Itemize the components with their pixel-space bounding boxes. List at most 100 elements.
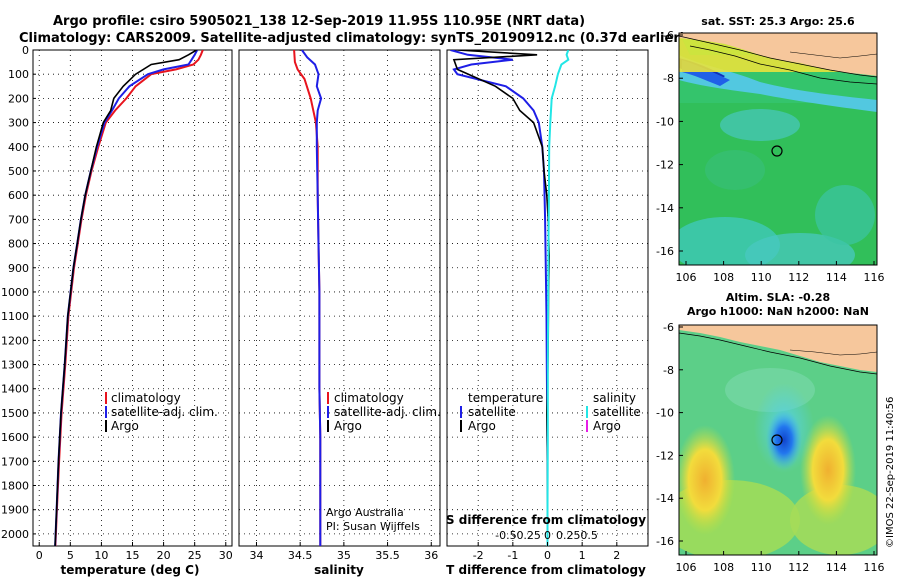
x-tick-label: 25 — [188, 549, 202, 562]
legend-title-salinity: salinity — [593, 391, 636, 405]
temperature-grid — [33, 49, 232, 546]
legend-label-t-argo: Argo — [468, 419, 496, 433]
x-tick-label: 10 — [94, 549, 108, 562]
salinity-plot-frame — [238, 49, 441, 547]
legend-label-climatology: climatology — [334, 391, 404, 405]
credit-line-1: Argo Australia — [326, 506, 404, 519]
sst-map-title: sat. SST: 25.3 Argo: 25.6 — [701, 15, 855, 28]
depth-axis-labels: 0 100 200 300 400 500 600 700 800 900 1000 1100 1200… — [1, 44, 36, 541]
salinity-legend: climatology satellite-adj. clim. Argo Ar… — [326, 391, 441, 533]
depth-tick-label: 0 — [22, 44, 29, 57]
x-tick-label: -1 — [507, 549, 518, 562]
depth-tick-label: 800 — [8, 238, 29, 251]
depth-tick-label: 1400 — [1, 383, 29, 396]
salinity-diff-x-ticks: -0.5-0.25 0 0.25 0.5 — [495, 529, 598, 542]
depth-tick-label: 200 — [8, 92, 29, 105]
t-difference-axis-label: T difference from climatology — [446, 563, 646, 577]
salinity-x-ticks: 34 34.5 35 35.5 36 — [249, 542, 438, 562]
temperature-x-ticks: 0 5 10 15 20 25 30 — [36, 542, 233, 562]
salinity-grid — [239, 49, 440, 546]
depth-tick-label: 1100 — [1, 310, 29, 323]
difference-lines — [450, 50, 570, 546]
lon-tick-label: 112 — [788, 271, 809, 284]
depth-tick-label: 400 — [8, 141, 29, 154]
s-diff-tick-label: 0.5 — [580, 529, 598, 542]
sla-map-lon-ticks: 106 108 110 112 114 116 — [676, 551, 885, 574]
lon-tick-label: 108 — [713, 561, 734, 574]
s-diff-tick-label: 0.25 — [556, 529, 581, 542]
sla-map-frame — [678, 324, 878, 556]
x-tick-label: 20 — [157, 549, 171, 562]
x-tick-label: 1 — [579, 549, 586, 562]
lon-tick-label: 106 — [676, 561, 697, 574]
lon-tick-label: 116 — [864, 561, 885, 574]
x-tick-label: 36 — [424, 549, 438, 562]
series-line-s-satellite — [546, 50, 570, 546]
x-tick-label: 0 — [36, 549, 43, 562]
difference-legend: temperature satellite Argo salinity sate… — [460, 391, 641, 433]
temperature-lines — [54, 50, 204, 546]
legend-label-t-satellite: satellite — [468, 405, 516, 419]
x-tick-label: 0 — [544, 549, 551, 562]
depth-tick-label: 500 — [8, 165, 29, 178]
depth-tick-label: 600 — [8, 189, 29, 202]
x-tick-label: 34 — [249, 549, 263, 562]
depth-tick-label: 1300 — [1, 359, 29, 372]
s-difference-axis-label: S difference from climatology — [446, 513, 646, 527]
x-tick-label: 30 — [219, 549, 233, 562]
lat-tick-label: -8 — [663, 364, 674, 377]
sst-map-lat-ticks: -6 -8 -10 -12 -14 -16 — [656, 29, 683, 258]
depth-tick-label: 1600 — [1, 431, 29, 444]
sla-map-image — [679, 325, 877, 555]
lat-tick-label: -10 — [656, 115, 674, 128]
salinity-axis-label: salinity — [314, 563, 364, 577]
depth-tick-label: 1000 — [1, 286, 29, 299]
depth-tick-label: 2000 — [1, 528, 29, 541]
temperature-legend: climatology satellite-adj. clim. Argo — [105, 391, 218, 433]
lat-tick-label: -14 — [656, 202, 674, 215]
sst-map-frame — [678, 32, 878, 266]
depth-tick-label: 1800 — [1, 480, 29, 493]
lon-tick-label: 116 — [864, 271, 885, 284]
legend-label-climatology: climatology — [111, 391, 181, 405]
temperature-plot-frame — [32, 49, 233, 547]
lat-tick-label: -10 — [656, 407, 674, 420]
x-tick-label: 5 — [67, 549, 74, 562]
depth-tick-label: 100 — [8, 68, 29, 81]
lon-tick-label: 110 — [751, 271, 772, 284]
s-diff-tick-label: 0 — [544, 529, 551, 542]
temperature-axis-label: temperature (deg C) — [61, 563, 200, 577]
x-tick-label: 2 — [613, 549, 620, 562]
x-tick-label: 34.5 — [288, 549, 313, 562]
lon-tick-label: 112 — [788, 561, 809, 574]
x-tick-label: -2 — [473, 549, 484, 562]
lat-tick-label: -6 — [663, 321, 674, 334]
lon-tick-label: 114 — [826, 561, 847, 574]
x-tick-label: 35.5 — [375, 549, 400, 562]
lat-tick-label: -12 — [656, 449, 674, 462]
depth-tick-label: 1500 — [1, 407, 29, 420]
depth-tick-label: 300 — [8, 117, 29, 130]
legend-label-argo: Argo — [111, 419, 139, 433]
depth-tick-label: 1200 — [1, 334, 29, 347]
legend-label-satellite: satellite-adj. clim. — [111, 405, 218, 419]
figure-title-line1: Argo profile: csiro 5905021_138 12-Sep-2… — [53, 14, 585, 29]
argo-float-marker — [771, 434, 783, 446]
legend-label-satellite: satellite-adj. clim. — [334, 405, 441, 419]
legend-label-s-argo: Argo — [593, 419, 621, 433]
figure-title-line2: Climatology: CARS2009. Satellite-adjuste… — [19, 31, 686, 46]
sst-map-image — [679, 33, 877, 265]
sst-map-lon-ticks: 106 108 110 112 114 116 — [676, 261, 885, 284]
lat-tick-label: -6 — [663, 29, 674, 42]
legend-label-s-satellite: satellite — [593, 405, 641, 419]
s-diff-tick-label: -0.5 — [495, 529, 516, 542]
depth-tick-label: 1700 — [1, 455, 29, 468]
lon-tick-label: 108 — [713, 271, 734, 284]
lon-tick-label: 110 — [751, 561, 772, 574]
series-line-satellite-adj-clim- — [301, 50, 323, 546]
legend-title-temperature: temperature — [468, 391, 543, 405]
sla-map-lat-ticks: -6 -8 -10 -12 -14 -16 — [656, 321, 683, 548]
lat-tick-label: -16 — [656, 535, 674, 548]
depth-tick-label: 900 — [8, 262, 29, 275]
